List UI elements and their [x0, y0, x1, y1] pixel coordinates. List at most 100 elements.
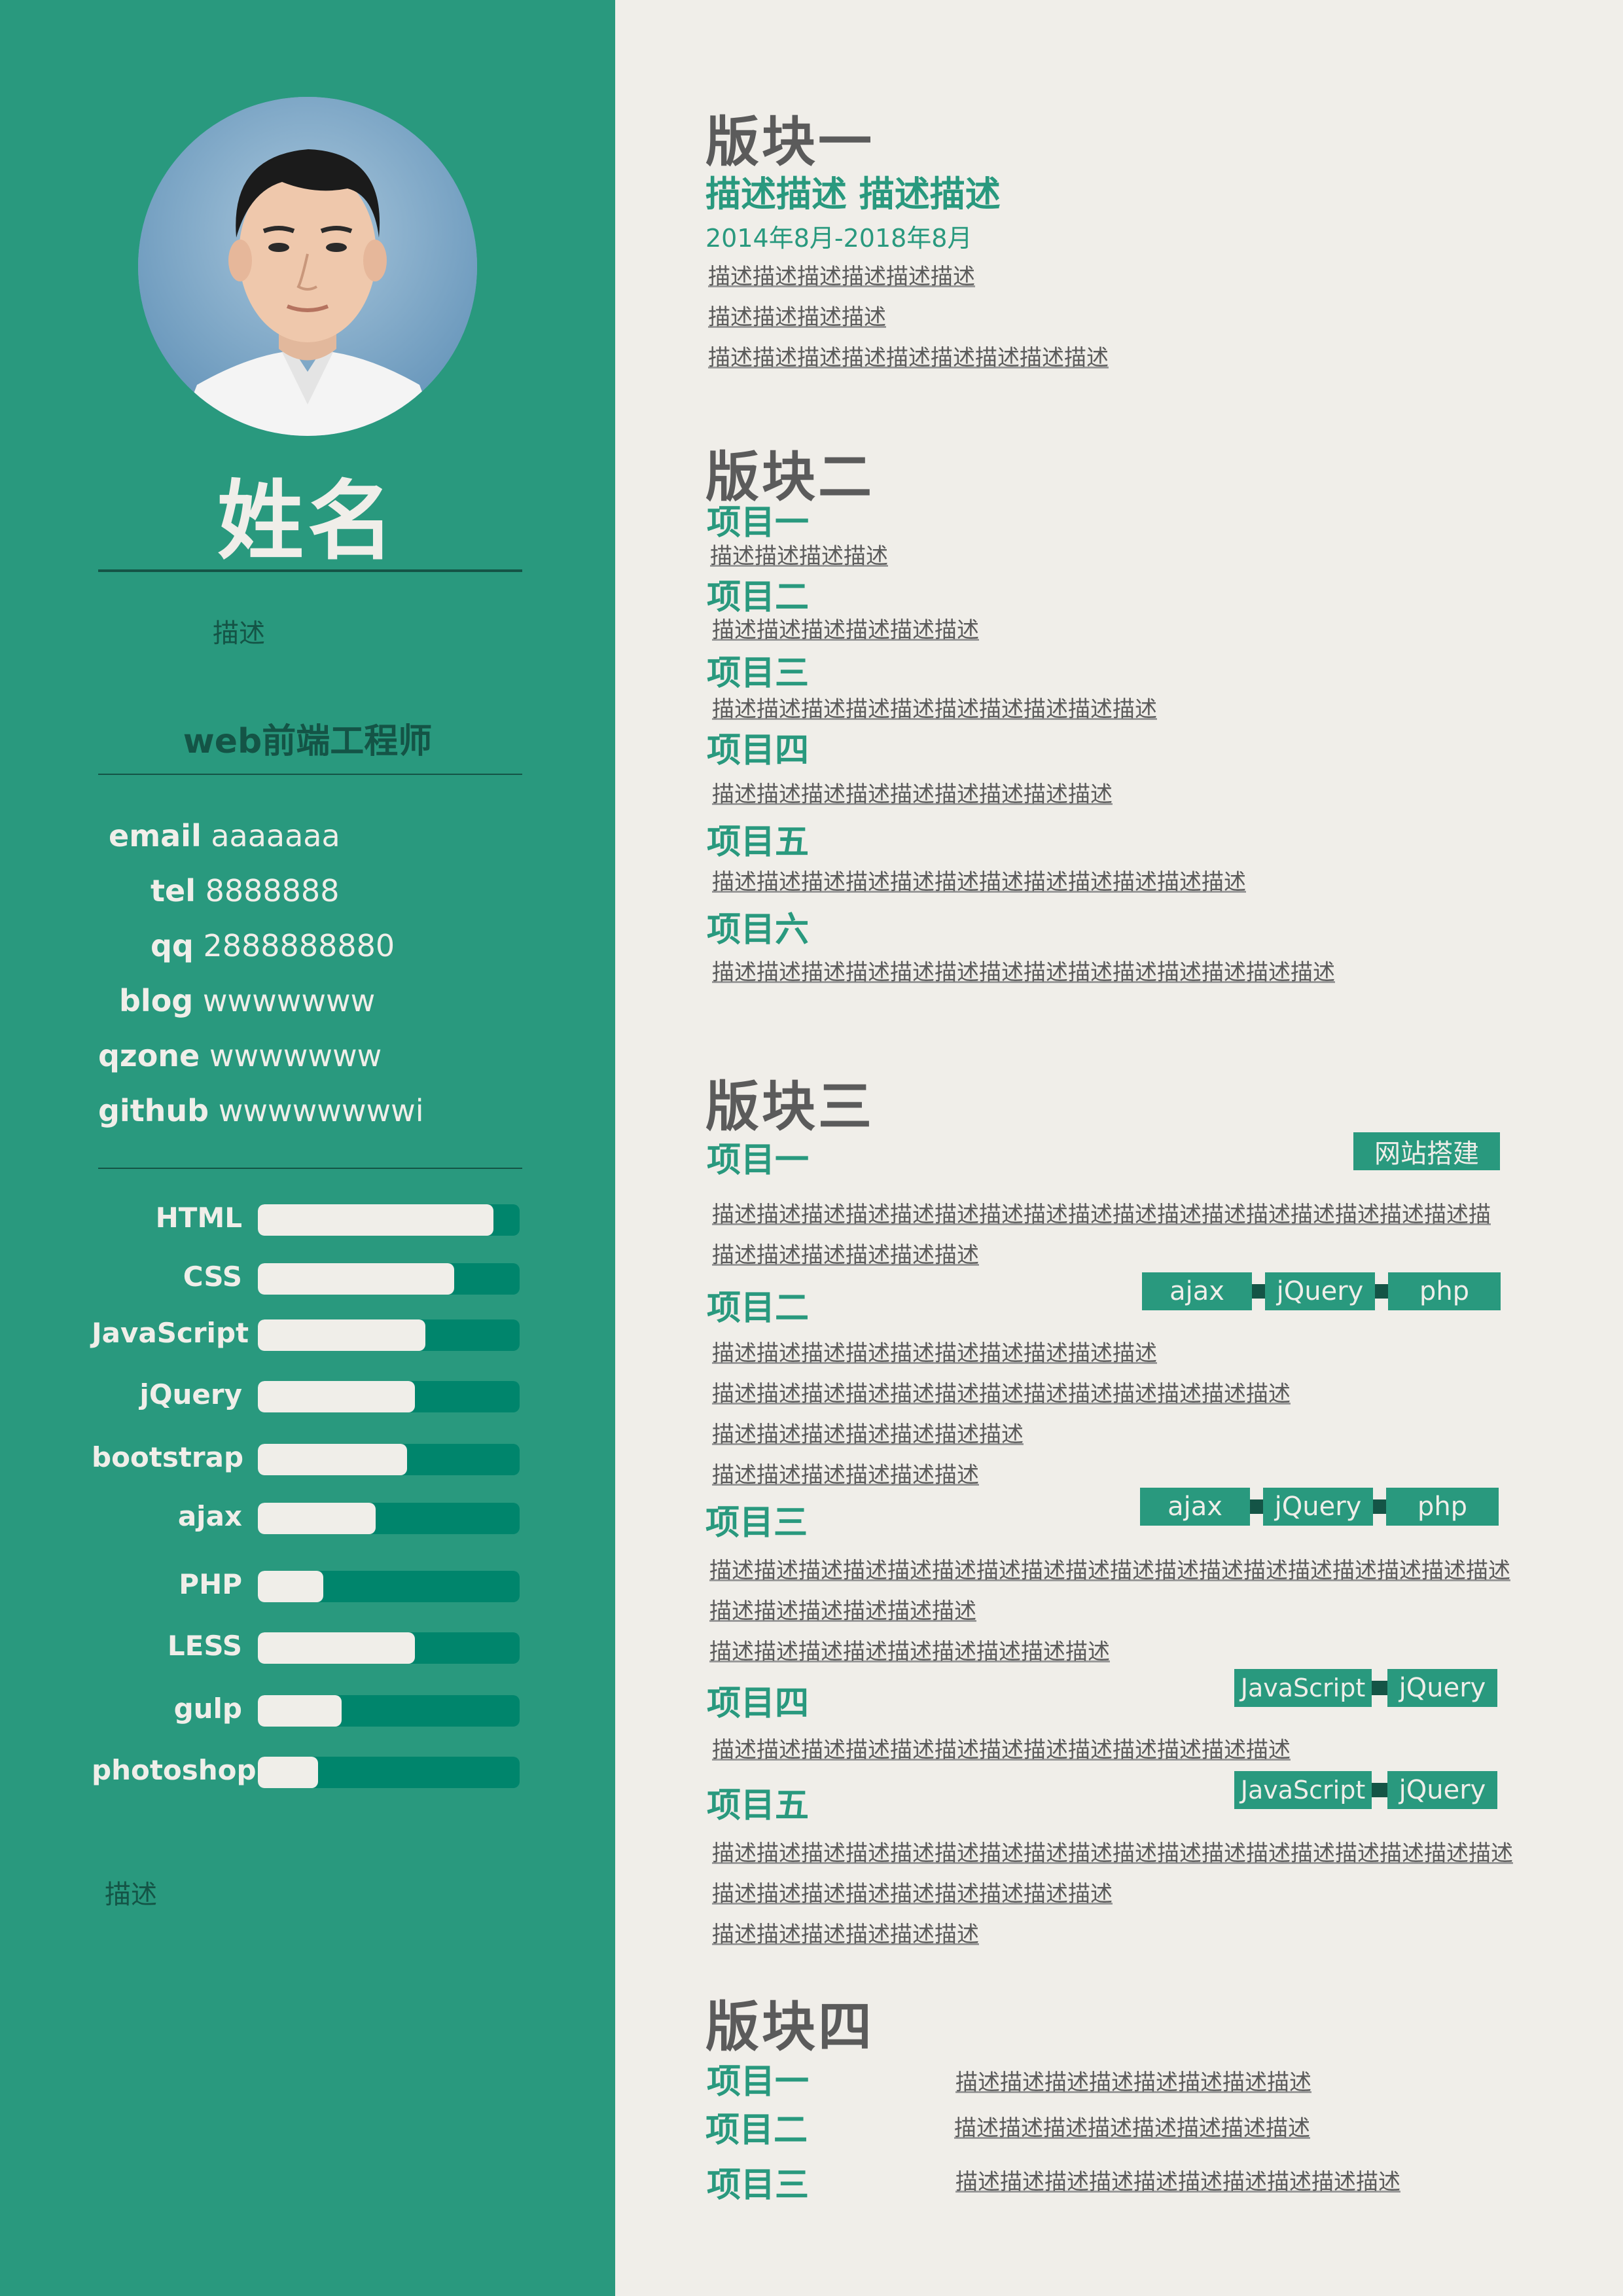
skill-bar-fill	[258, 1204, 493, 1236]
tag-separator	[1373, 1499, 1386, 1514]
block4-item-title: 项目二	[705, 2111, 808, 2150]
profile-description: 描述	[213, 619, 265, 649]
skill-bar-fill	[258, 1381, 415, 1412]
block2-item-desc: 描述描述描述描述描述描述描述描述描述描述描述描述	[712, 869, 1246, 895]
block3-item-line: 描述描述描述描述描述描述	[709, 1598, 976, 1624]
skill-bar-track	[258, 1319, 520, 1351]
tag-website-build: 网站搭建	[1353, 1132, 1500, 1170]
block3-item-line: 描述描述描述描述描述描述描述描述描述描述描述描述描述描述描述描述描述描述	[712, 1840, 1513, 1867]
skill-bar-fill	[258, 1632, 415, 1664]
skill-bar-fill	[258, 1503, 376, 1534]
skill-label: ajax	[177, 1500, 242, 1532]
skill-bar-track	[258, 1695, 520, 1727]
block3-item-line: 描述描述描述描述描述描述描述描述描述	[709, 1639, 1110, 1665]
skill-bar-fill	[258, 1571, 323, 1602]
block1-line: 描述描述描述描述	[708, 304, 886, 331]
block4-item-desc: 描述描述描述描述描述描述描述描述	[955, 2070, 1311, 2096]
skill-bar-track	[258, 1263, 520, 1295]
skill-bar-fill	[258, 1444, 407, 1475]
skill-bar-fill	[258, 1695, 342, 1727]
block4-item-title: 项目三	[707, 2166, 810, 2205]
tag-ajax: ajax	[1142, 1272, 1252, 1310]
tag-javascript: JavaScript	[1234, 1669, 1372, 1707]
skill-bar-track	[258, 1381, 520, 1412]
tag-separator	[1250, 1499, 1263, 1514]
block3-item-line: 描述描述描述描述描述描述	[712, 1922, 979, 1948]
skill-label: HTML	[155, 1202, 242, 1234]
skill-bar-track	[258, 1444, 520, 1475]
block2-item-desc: 描述描述描述描述描述描述描述描述描述描述描述描述描述描述	[712, 960, 1335, 986]
contact-value: wwwwwwwwi	[218, 1093, 424, 1128]
block3-item-line: 描述描述描述描述描述描述描述描述描述描述描述描述描述描述描述描述描述描述	[709, 1558, 1510, 1584]
skill-label: gulp	[173, 1693, 242, 1725]
skill-label: LESS	[167, 1630, 242, 1662]
block1-title: 版块一	[705, 111, 875, 173]
avatar	[138, 97, 477, 436]
block2-item-title: 项目四	[707, 731, 810, 770]
footer-description: 描述	[105, 1880, 157, 1910]
block2-item-title: 项目一	[707, 503, 810, 543]
contacts-divider	[98, 1168, 522, 1169]
skill-bar-track	[258, 1632, 520, 1664]
tag-jquery: jQuery	[1387, 1771, 1497, 1809]
tag-jquery: jQuery	[1265, 1272, 1375, 1310]
skill-label: PHP	[179, 1568, 242, 1600]
contact-value: aaaaaaa	[211, 818, 340, 853]
sidebar: 姓名 描述 web前端工程师 email aaaaaaa tel 8888888…	[0, 0, 615, 2296]
tag-php: php	[1388, 1272, 1501, 1310]
block3-item-line: 描述描述描述描述描述描述描述描述描述描述描述描述描述描述描述描述描述描	[712, 1202, 1491, 1228]
block3-item-title: 项目二	[707, 1289, 810, 1328]
block3-title: 版块三	[705, 1076, 875, 1138]
tag-separator	[1252, 1284, 1265, 1299]
contact-value: wwwwwww	[209, 1038, 382, 1073]
block2-item-title: 项目二	[707, 578, 810, 617]
block4-title: 版块四	[705, 1996, 875, 2058]
contact-key: blog	[119, 983, 194, 1018]
tag-separator	[1372, 1681, 1387, 1695]
skill-bar-fill	[258, 1757, 318, 1788]
block4-item-desc: 描述描述描述描述描述描述描述描述	[954, 2115, 1310, 2142]
block3-item-title: 项目四	[707, 1684, 810, 1723]
skill-bar-track	[258, 1757, 520, 1788]
block2-item-desc: 描述描述描述描述描述描述	[712, 617, 979, 643]
skill-bar-track	[258, 1204, 520, 1236]
block4-item-desc: 描述描述描述描述描述描述描述描述描述描述	[955, 2169, 1400, 2195]
contact-key: qq	[151, 928, 194, 963]
block3-item-line: 描述描述描述描述描述描述描述描述描述描述	[712, 1340, 1157, 1367]
block4-item-title: 项目一	[707, 2062, 810, 2102]
tag-separator	[1372, 1783, 1387, 1797]
block2-item-title: 项目三	[707, 654, 810, 693]
skill-label: jQuery	[139, 1378, 242, 1410]
skill-label: CSS	[183, 1261, 242, 1293]
contact-value: 8888888	[205, 873, 340, 908]
block3-item-title: 项目五	[707, 1786, 810, 1825]
skill-bar-fill	[258, 1319, 425, 1351]
tag-jquery: jQuery	[1263, 1488, 1373, 1526]
block2-item-desc: 描述描述描述描述描述描述描述描述描述	[712, 781, 1113, 808]
block1-line: 描述描述描述描述描述描述	[708, 264, 975, 290]
contact-key: qzone	[98, 1038, 200, 1073]
block1-date: 2014年8月-2018年8月	[705, 224, 972, 253]
tag-jquery: jQuery	[1387, 1669, 1497, 1707]
block1-subtitle: 描述描述 描述描述	[705, 173, 1001, 215]
block3-item-line: 描述描述描述描述描述描述描述描述描述描述描述描述描述	[712, 1737, 1291, 1763]
tag-separator	[1375, 1284, 1388, 1299]
contact-key: tel	[151, 873, 196, 908]
contact-key: email	[109, 818, 202, 853]
title-divider	[98, 774, 522, 775]
skill-label: photoshop	[92, 1754, 257, 1786]
skill-bar-track	[258, 1503, 520, 1534]
skill-bar-track	[258, 1571, 520, 1602]
block2-item-title: 项目六	[707, 910, 810, 950]
block3-item-line: 描述描述描述描述描述描述描述	[712, 1422, 1024, 1448]
contact-key: github	[98, 1093, 209, 1128]
block3-item-title: 项目三	[705, 1503, 808, 1543]
skill-label: bootstrap	[92, 1441, 244, 1473]
block2-item-title: 项目五	[707, 823, 810, 862]
block2-item-desc: 描述描述描述描述	[710, 543, 888, 569]
job-title: web前端工程师	[183, 722, 433, 761]
name-heading: 姓名	[217, 471, 398, 572]
name-divider	[98, 569, 522, 572]
block1-line: 描述描述描述描述描述描述描述描述描述	[708, 345, 1109, 371]
